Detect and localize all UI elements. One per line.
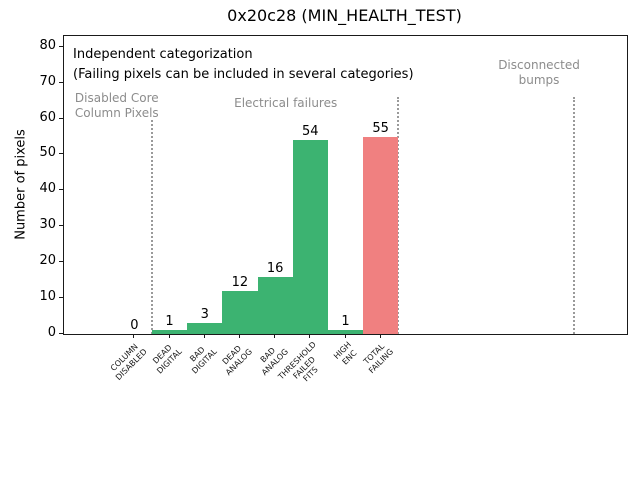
bar-value-label: 16 [266, 260, 284, 276]
bar-high-enc [327, 330, 364, 334]
x-tick [168, 334, 170, 338]
x-tick-label: DEAD DIGITAL [151, 342, 184, 376]
y-tick-label: 0 [47, 325, 56, 340]
bar-bad-analog [257, 276, 293, 334]
bar-dead-digital [151, 330, 188, 334]
y-tick-label: 50 [39, 145, 56, 161]
y-tick [59, 297, 63, 299]
note-line-1: Independent categorization [73, 47, 253, 62]
y-tick [59, 45, 63, 47]
region-label-3: Disconnected bumps [498, 58, 580, 87]
plot-area: Independent categorization (Failing pixe… [63, 35, 628, 335]
note-line-2: (Failing pixels can be included in sever… [73, 67, 414, 82]
y-tick-label: 70 [39, 73, 56, 89]
separator-line-3 [573, 97, 576, 334]
bar-value-label: 0 [130, 318, 139, 333]
bar-value-label: 12 [231, 274, 249, 290]
y-tick [59, 225, 63, 227]
bar-threshold-failed-fits [292, 140, 328, 334]
y-tick-label: 80 [39, 37, 56, 53]
x-tick [344, 334, 346, 338]
bar-value-label: 55 [372, 120, 389, 136]
y-tick [59, 117, 63, 119]
bar-total-failing [363, 136, 399, 334]
bar-value-label: 3 [200, 307, 209, 323]
separator-line-2 [397, 97, 400, 334]
y-tick [59, 261, 63, 263]
y-tick [59, 189, 63, 191]
region-label-2: Electrical failures [234, 96, 338, 110]
x-tick [309, 334, 311, 338]
bar-bad-digital [187, 323, 223, 334]
y-tick [59, 333, 63, 334]
x-tick-label: TOTAL FAILING [361, 341, 395, 375]
y-tick [59, 81, 63, 83]
plot-canvas: Independent categorization (Failing pixe… [64, 36, 627, 334]
x-tick [133, 334, 135, 338]
y-tick-label: 10 [39, 289, 56, 305]
y-tick-label: 30 [39, 217, 56, 233]
x-tick [379, 334, 381, 338]
y-tick-label: 60 [39, 109, 56, 125]
x-tick-label: COLUMN DISABLED [108, 342, 149, 382]
y-tick [59, 153, 63, 155]
x-tick [203, 334, 205, 338]
bar-value-label: 1 [341, 314, 350, 330]
bar-value-label: 1 [165, 314, 174, 330]
separator-line-1 [150, 120, 153, 334]
x-tick [238, 334, 240, 338]
x-tick-label: DEAD ANALOG [220, 343, 255, 377]
chart-title: 0x20c28 (MIN_HEALTH_TEST) [227, 6, 462, 25]
x-tick-label: BAD DIGITAL [188, 345, 219, 376]
y-tick-label: 40 [39, 181, 56, 197]
x-tick [274, 334, 276, 338]
y-tick-label: 20 [39, 253, 56, 269]
x-tick-label: HIGH ENC [331, 340, 359, 367]
region-label-1: Disabled Core Column Pixels [74, 91, 159, 120]
bar-dead-analog [222, 290, 258, 334]
bar-value-label: 54 [302, 124, 319, 140]
